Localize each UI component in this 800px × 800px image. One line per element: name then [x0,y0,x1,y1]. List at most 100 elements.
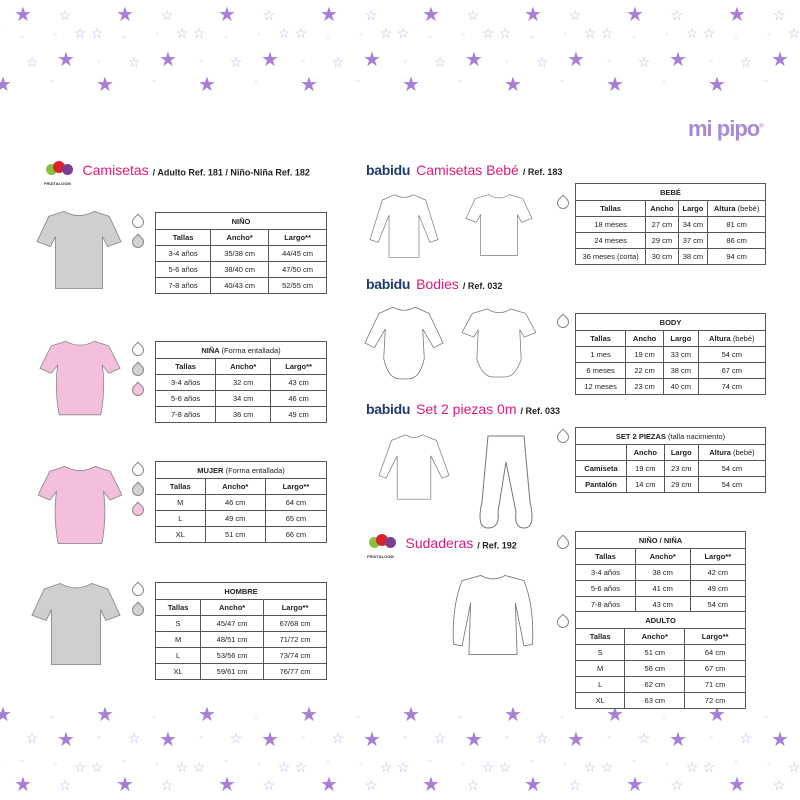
fruit-of-the-loom-logo: FRUIT&LOOM [367,533,399,559]
star-outline-icon: ☆ [670,7,684,23]
dot-icon: ○ [461,32,465,38]
dot-icon: ○ [152,715,156,721]
table-row: 5-6 años 41 cm 49 cm [575,580,747,597]
table-title: HOMBRE [155,582,327,600]
star-outline-icon: ☆ [364,7,378,23]
dot-icon: ○ [199,735,203,741]
table-cell: 49 cm [689,580,747,597]
table-cell: 48/51 cm [200,631,265,648]
star-outline-icon: ☆ [535,54,549,70]
column-header: Largo** [264,478,328,495]
star-outline-icon: ☆ [396,25,410,41]
table-cell: 54 cm [697,346,767,363]
star-icon: ★ [465,49,483,71]
star-icon: ★ [465,729,483,751]
table-title-row: BODY [575,313,766,331]
color-swatch-gray [129,361,147,379]
table-cell: 19 cm [625,460,665,477]
table-header-row: Tallas Ancho* Largo** [574,628,746,645]
star-icon: ★ [669,49,687,71]
table-title: SET 2 PIEZAS (talla nacimiento) [575,427,766,445]
table-cell: 27 cm [645,216,679,233]
table-cell: XL [154,663,202,680]
table-cell: 66 cm [264,526,328,543]
column-header: Tallas [574,628,626,645]
table-cell: 23 cm [663,460,699,477]
color-swatch-white [554,534,572,552]
star-outline-icon: ☆ [466,7,480,23]
column-header: Largo** [263,599,327,616]
color-swatch-white [554,428,572,446]
star-outline-icon: ☆ [262,7,276,23]
star-outline-icon: ☆ [600,759,614,775]
star-outline-icon: ☆ [0,26,1,40]
table-cell: M [155,494,206,511]
star-icon: ★ [261,729,279,751]
dot-icon: ○ [152,79,156,85]
table-cell: 29 cm [645,232,679,249]
table-cell: 24 meses [574,232,647,249]
table-cell: 43 cm [270,374,327,391]
star-icon: ★ [96,74,114,96]
table-row: Camiseta 19 cm 23 cm 54 cm [575,460,767,477]
table-cell: 1 mes [574,346,627,363]
star-icon: ★ [708,74,726,96]
star-pattern-bottom: ★★★☆☆☆☆○○○○★★★☆☆☆☆○○○○★★★☆☆☆☆○○○○★★★☆☆☆☆… [0,700,800,800]
dot-icon: ○ [122,35,126,41]
column-header: Largo [663,444,699,461]
star-outline-icon: ☆ [229,730,243,746]
dot-icon: ○ [665,32,669,38]
dot-icon: ○ [505,59,509,65]
table-title-row: NIÑO / NIÑA [575,531,746,549]
table-row: 7-8 años 40/43 cm 52/55 cm [154,277,327,294]
body-longsleeve-illustration [364,306,444,380]
star-outline-icon: ☆ [58,777,72,793]
dot-icon: ○ [50,79,54,85]
star-outline-icon: ☆ [583,25,597,41]
dot-icon: ○ [53,762,57,768]
table-row: L 62 cm 71 cm [574,676,746,693]
table-row: L 53/56 cm 73/74 cm [154,647,327,664]
table-cell: 67 cm [684,660,746,677]
tshirt-nina-illustration [39,340,121,416]
column-header: Ancho [645,200,679,217]
star-outline-icon: ☆ [90,759,104,775]
dot-icon: ○ [505,735,509,741]
table-cell: 14 cm [625,476,665,493]
star-icon: ★ [422,4,440,26]
section-title-set: babidu Set 2 piezas 0m / Ref. 033 [366,401,561,417]
dot-icon: ○ [428,35,432,41]
table-cell: 7-8 años [154,277,212,294]
table-title: MUJER (Forma entallada) [155,461,327,479]
size-table-body: BODY Tallas Ancho Largo Altura (bebé) 1 mes 1… [574,313,767,395]
table-cell: M [574,660,626,677]
column-header: Tallas [574,200,647,217]
table-cell: 51 cm [204,526,266,543]
color-swatch-white [129,461,147,479]
color-swatch-white [554,194,572,212]
tshirt-nino-illustration [36,210,122,290]
star-outline-icon: ☆ [229,54,243,70]
table-cell: S [154,615,202,632]
star-outline-icon: ☆ [433,730,447,746]
size-table-nino: NIÑO Tallas Ancho* Largo** 3-4 años 35/38 cm… [154,212,327,294]
table-header-row: Tallas Ancho* Largo** [155,478,328,495]
star-outline-icon: ☆ [568,7,582,23]
color-swatch-white [554,313,572,331]
table-row: 24 meses 29 cm 37 cm 86 cm [574,232,766,249]
star-outline-icon: ☆ [466,777,480,793]
dot-icon: ○ [563,762,567,768]
table-cell: 37 cm [677,232,709,249]
table-row: 36 meses (corta) 30 cm 38 cm 94 cm [574,248,766,265]
star-icon: ★ [14,774,32,796]
star-outline-icon: ☆ [739,54,753,70]
star-outline-icon: ☆ [25,54,39,70]
table-cell: 72 cm [684,692,746,709]
star-icon: ★ [218,4,236,26]
table-cell: 49 cm [270,406,327,423]
dot-icon: ○ [461,762,465,768]
star-outline-icon: ☆ [481,759,495,775]
star-outline-icon: ☆ [787,759,800,775]
star-icon: ★ [261,49,279,71]
star-icon: ★ [363,49,381,71]
